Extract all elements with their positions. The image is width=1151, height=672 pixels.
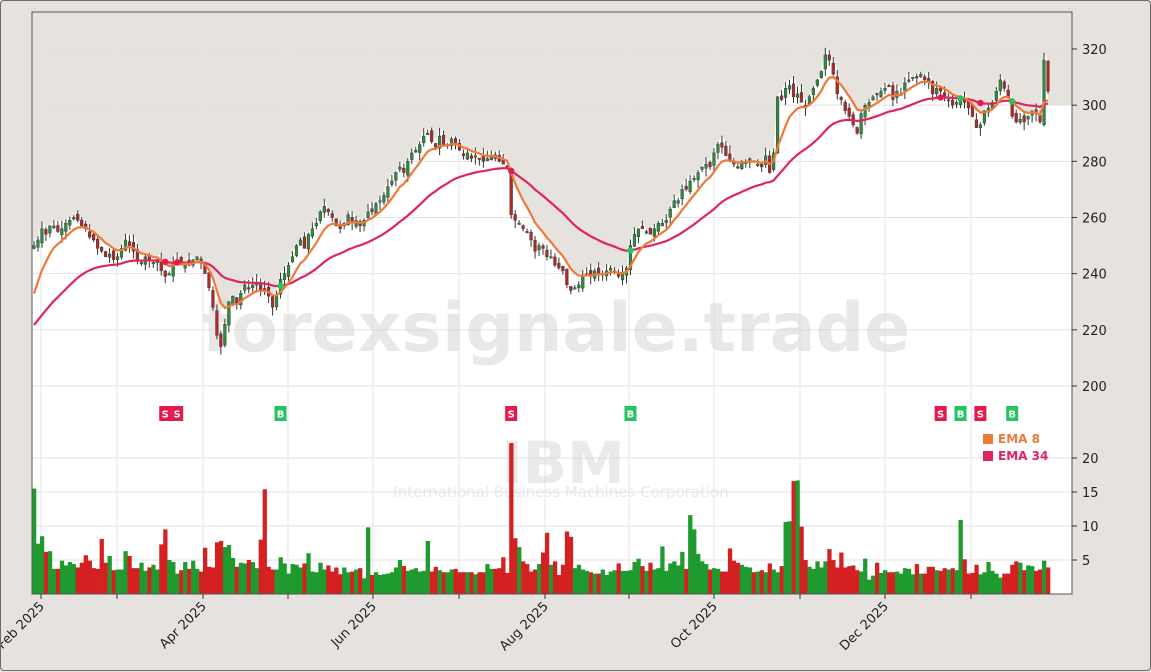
svg-text:240: 240 <box>1082 268 1107 283</box>
ema-8-line <box>32 75 1049 310</box>
sell-signal-marker: S <box>974 406 987 421</box>
shaded-area <box>32 12 1072 308</box>
svg-text:Apr 2025: Apr 2025 <box>157 599 210 652</box>
svg-text:B: B <box>277 410 285 421</box>
svg-text:S: S <box>508 410 515 421</box>
svg-text:B: B <box>1008 410 1016 421</box>
watermark-company: International Business Machines Corporat… <box>393 483 728 501</box>
sell-signal-marker: S <box>171 406 184 421</box>
legend: EMA 8 EMA 34 <box>983 432 1048 463</box>
sell-signal-marker: S <box>505 406 518 421</box>
svg-text:S: S <box>937 410 944 421</box>
svg-text:EMA 8: EMA 8 <box>998 432 1040 446</box>
svg-text:260: 260 <box>1082 211 1107 226</box>
watermark-ticker: IBM <box>501 429 625 497</box>
svg-text:EMA 34: EMA 34 <box>998 449 1048 463</box>
sell-signal-marker: S <box>934 406 947 421</box>
buy-signal-marker: B <box>624 406 637 421</box>
svg-text:S: S <box>977 410 984 421</box>
svg-text:B: B <box>957 410 965 421</box>
gridlines <box>32 12 1072 594</box>
watermark-text: forexsignale.trade <box>202 289 911 368</box>
svg-text:S: S <box>162 410 169 421</box>
svg-text:S: S <box>174 410 181 421</box>
buy-signal-marker: B <box>274 406 287 421</box>
svg-text:Aug 2025: Aug 2025 <box>497 599 552 654</box>
price-axis: 200 220 240 260 280 300 320 <box>1072 43 1107 395</box>
plot-border <box>31 11 1073 595</box>
svg-text:Dec 2025: Dec 2025 <box>837 599 892 654</box>
svg-text:5: 5 <box>1082 554 1090 569</box>
buy-signal-marker: B <box>954 406 967 421</box>
svg-text:320: 320 <box>1082 43 1107 58</box>
svg-text:20: 20 <box>1082 452 1099 467</box>
svg-text:200: 200 <box>1082 380 1107 395</box>
date-axis: Feb 2025 Apr 2025 Jun 2025 Aug 2025 Oct 2025… <box>1 594 972 654</box>
svg-text:Oct 2025: Oct 2025 <box>668 599 721 652</box>
svg-text:B: B <box>627 410 635 421</box>
svg-text:300: 300 <box>1082 99 1107 114</box>
svg-text:Jun 2025: Jun 2025 <box>328 599 380 651</box>
crossover-markers <box>162 94 1016 290</box>
svg-text:280: 280 <box>1082 155 1107 170</box>
svg-text:15: 15 <box>1082 486 1099 501</box>
volume-axis: 5 10 15 20 <box>1072 452 1099 569</box>
svg-text:Feb 2025: Feb 2025 <box>1 599 48 652</box>
svg-text:10: 10 <box>1082 520 1099 535</box>
sell-signal-marker: S <box>159 406 172 421</box>
buy-signal-marker: B <box>1006 406 1019 421</box>
svg-text:220: 220 <box>1082 324 1107 339</box>
volume-bars <box>32 443 1051 594</box>
